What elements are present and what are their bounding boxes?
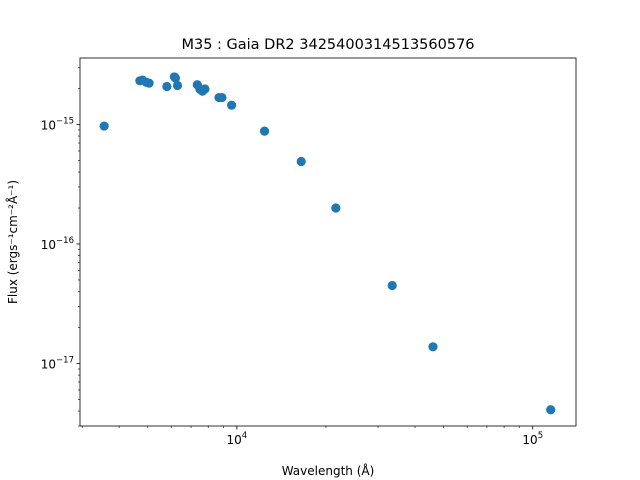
x-tick-label: 104 — [227, 431, 248, 447]
data-points — [99, 72, 556, 415]
data-point — [99, 121, 109, 131]
data-point — [170, 73, 181, 83]
data-point — [428, 342, 438, 352]
y-tick-label: 10−15 — [41, 116, 74, 132]
data-point — [227, 100, 237, 110]
plot-frame — [79, 57, 577, 427]
data-point — [172, 80, 183, 91]
data-point — [217, 92, 227, 103]
y-tick-label: 10−16 — [41, 236, 74, 252]
chart-title: M35 : Gaia DR2 3425400314513560576 — [181, 37, 474, 53]
y-tick-label: 10−17 — [41, 356, 74, 372]
y-axis-label: Flux (ergs⁻¹cm⁻²Å⁻¹) — [5, 180, 20, 304]
x-tick-label: 105 — [522, 431, 543, 447]
x-axis-label: Wavelength (Å) — [282, 463, 375, 478]
data-point — [200, 84, 210, 94]
data-point — [162, 81, 172, 92]
data-point — [296, 156, 306, 167]
data-point — [546, 405, 556, 415]
data-point — [259, 126, 270, 136]
axis-ticks: 104 105 10−15 10−16 10−17 — [41, 67, 543, 447]
data-point — [387, 280, 397, 291]
data-point — [331, 203, 341, 213]
data-point — [144, 78, 154, 88]
